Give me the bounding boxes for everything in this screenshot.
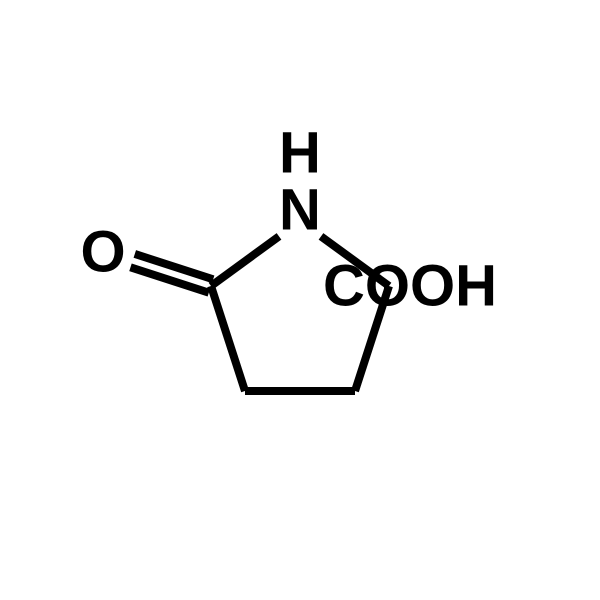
- bond-single: [211, 286, 245, 391]
- molecule-diagram: HN O COOH: [0, 0, 600, 600]
- atom-label-O: O: [80, 220, 125, 285]
- bond-single: [211, 236, 279, 286]
- atom-label-N: N: [279, 178, 321, 243]
- atom-label-COOH: COOH: [323, 254, 497, 319]
- atom-label-H: H: [279, 121, 321, 186]
